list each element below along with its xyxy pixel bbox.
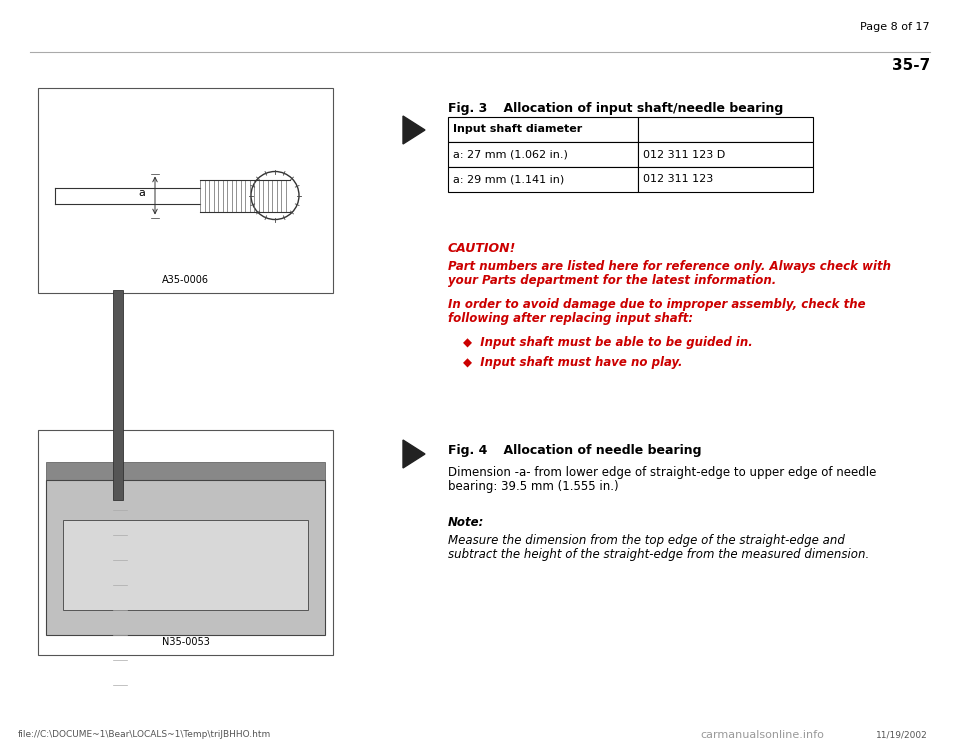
Text: a: a [138, 188, 145, 199]
Text: N35-0053: N35-0053 [161, 637, 209, 647]
Text: 012 311 123 D: 012 311 123 D [643, 149, 725, 160]
Bar [46, 462, 325, 480]
Text: Measure the dimension from the top edge of the straight-edge and: Measure the dimension from the top edge … [448, 534, 845, 547]
Text: ◆  Input shaft must have no play.: ◆ Input shaft must have no play. [463, 356, 683, 369]
Text: Fig. 4: Fig. 4 [448, 444, 488, 457]
Bar [638, 117, 813, 142]
Text: a: 29 mm (1.141 in): a: 29 mm (1.141 in) [453, 174, 564, 185]
Text: your Parts department for the latest information.: your Parts department for the latest inf… [448, 274, 777, 287]
Text: CAUTION!: CAUTION! [448, 242, 516, 255]
Text: ◆  Input shaft must be able to be guided in.: ◆ Input shaft must be able to be guided … [463, 336, 753, 349]
Text: Part numbers are listed here for reference only. Always check with: Part numbers are listed here for referen… [448, 260, 891, 273]
Text: Dimension -a- from lower edge of straight-edge to upper edge of needle: Dimension -a- from lower edge of straigh… [448, 466, 876, 479]
Bar [63, 520, 308, 610]
Text: subtract the height of the straight-edge from the measured dimension.: subtract the height of the straight-edge… [448, 548, 869, 561]
Text: Page 8 of 17: Page 8 of 17 [860, 22, 930, 32]
Text: Input shaft diameter: Input shaft diameter [453, 125, 583, 134]
Text: 35-7: 35-7 [892, 58, 930, 73]
Text: file://C:\DOCUME~1\Bear\LOCALS~1\Temp\triJBHHO.htm: file://C:\DOCUME~1\Bear\LOCALS~1\Temp\tr… [18, 730, 272, 739]
Bar [46, 480, 325, 635]
Text: carmanualsonline.info: carmanualsonline.info [700, 730, 824, 740]
Text: 012 311 123: 012 311 123 [643, 174, 713, 185]
Text: Note:: Note: [448, 516, 485, 529]
Bar [638, 142, 813, 167]
Bar [38, 430, 333, 655]
Text: bearing: 39.5 mm (1.555 in.): bearing: 39.5 mm (1.555 in.) [448, 480, 618, 493]
Text: Fig. 3: Fig. 3 [448, 102, 488, 115]
Polygon shape [403, 440, 425, 468]
Bar [448, 142, 638, 167]
Text: Allocation of input shaft/needle bearing: Allocation of input shaft/needle bearing [486, 102, 783, 115]
Polygon shape [403, 116, 425, 144]
Text: following after replacing input shaft:: following after replacing input shaft: [448, 312, 693, 325]
Bar [448, 167, 638, 192]
Bar [448, 117, 638, 142]
Text: A35-0006: A35-0006 [162, 275, 209, 285]
Bar [113, 290, 123, 500]
Text: Allocation of needle bearing: Allocation of needle bearing [486, 444, 702, 457]
Text: 11/19/2002: 11/19/2002 [876, 730, 928, 739]
Bar [38, 88, 333, 293]
Bar [638, 167, 813, 192]
Text: a: 27 mm (1.062 in.): a: 27 mm (1.062 in.) [453, 149, 568, 160]
Text: In order to avoid damage due to improper assembly, check the: In order to avoid damage due to improper… [448, 298, 866, 311]
